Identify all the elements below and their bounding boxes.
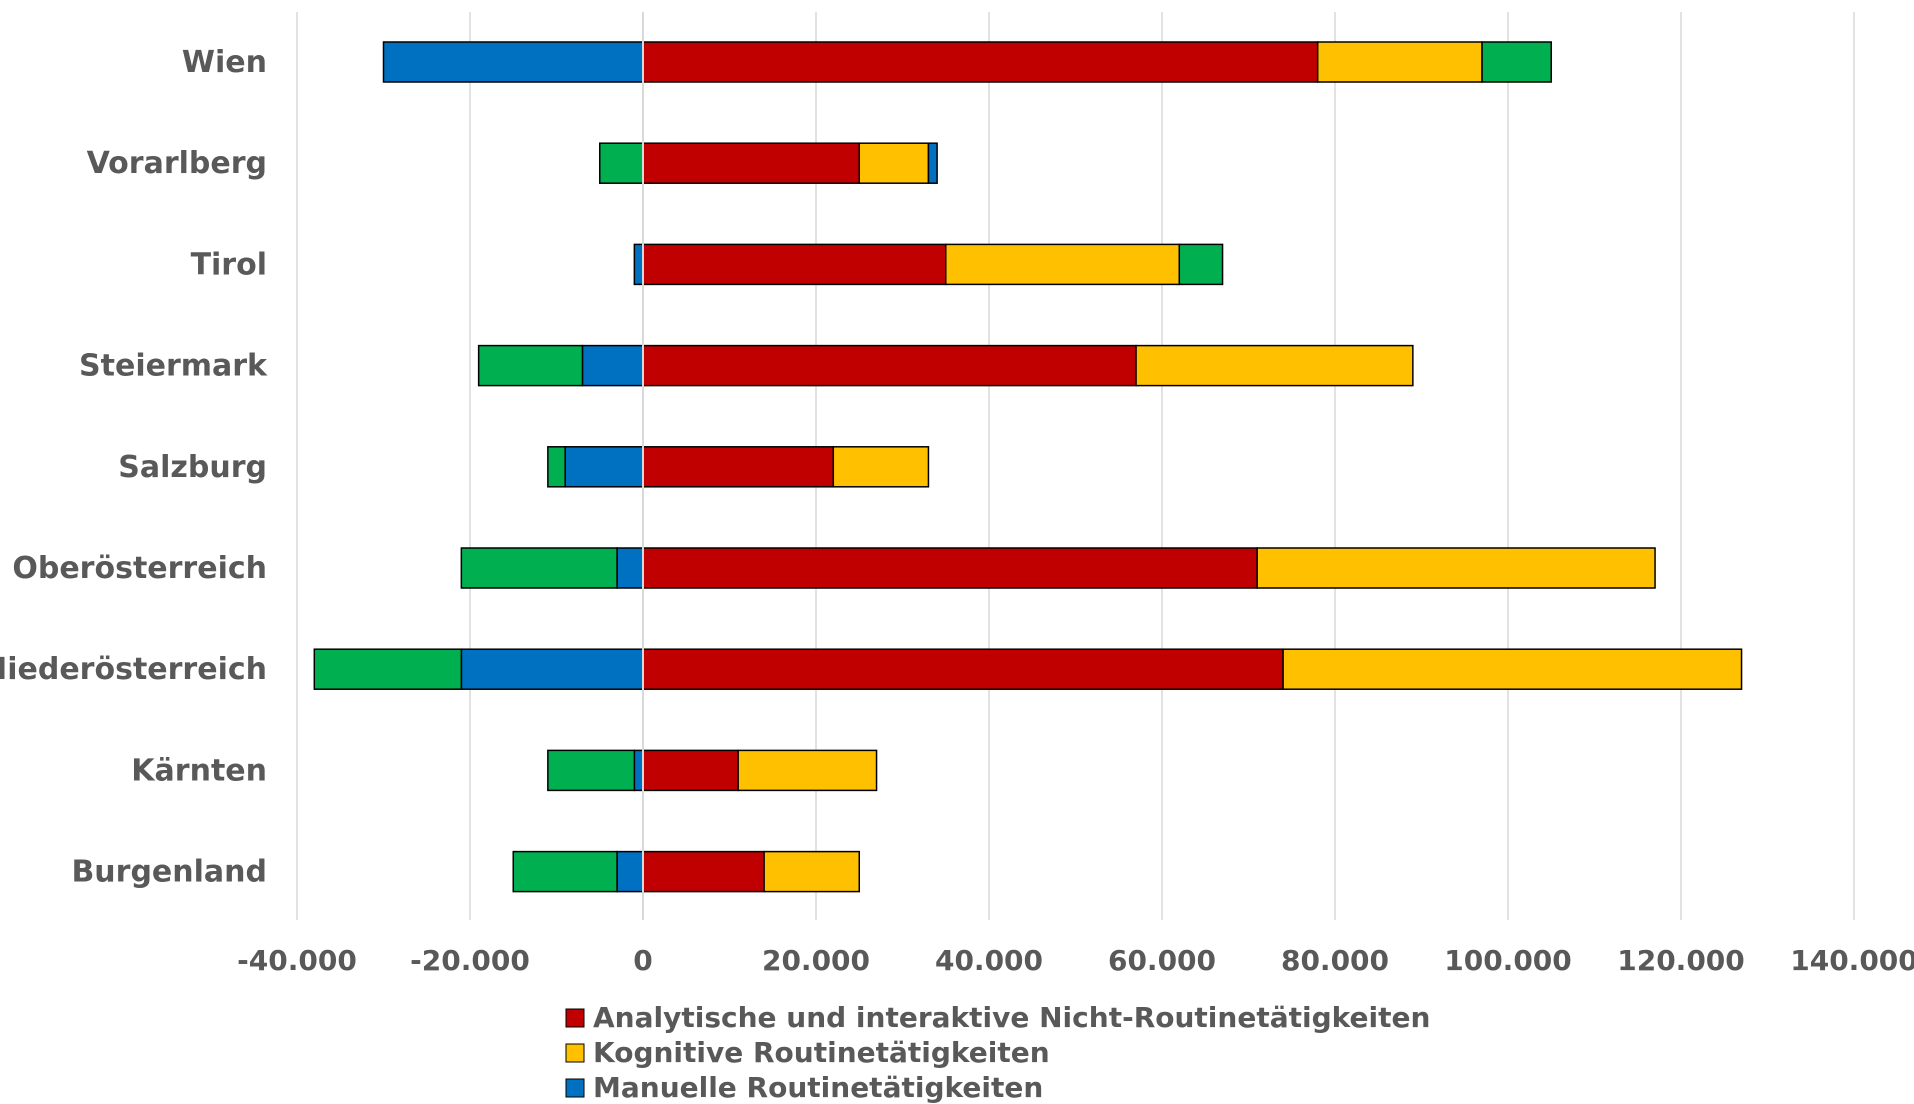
bar-Tirol-series-3 bbox=[1178, 243, 1224, 286]
bar-Niederösterreich-series-2 bbox=[460, 648, 644, 690]
bar-Tirol-series-2 bbox=[633, 243, 644, 286]
bar-Vorarlberg-series-1 bbox=[858, 142, 930, 184]
gridlines bbox=[296, 12, 1855, 920]
legend-label-2: Manuelle Routinetätigkeiten bbox=[593, 1071, 1043, 1104]
bar-Wien-series-3 bbox=[1481, 41, 1553, 83]
legend: Analytische und interaktive Nicht-Routin… bbox=[565, 1001, 1430, 1104]
legend-swatch-0 bbox=[565, 1008, 585, 1028]
bar-Salzburg-series-1 bbox=[832, 446, 930, 488]
x-tick-label-9: 140.000 bbox=[1790, 944, 1914, 977]
x-tick-label-7: 100.000 bbox=[1444, 944, 1572, 977]
x-tick-label-3: 20.000 bbox=[762, 944, 870, 977]
bar-Kärnten-series-3 bbox=[547, 749, 636, 792]
bars bbox=[313, 41, 1743, 893]
category-label-2: Tirol bbox=[191, 247, 267, 282]
bar-Tirol-series-1 bbox=[945, 243, 1181, 286]
bar-Vorarlberg-series-3 bbox=[599, 142, 644, 184]
bar-Steiermark-series-2 bbox=[581, 344, 644, 387]
bar-Tirol-series-0 bbox=[642, 243, 947, 286]
bar-Kärnten-series-2 bbox=[633, 749, 644, 792]
bar-Oberösterreich-series-0 bbox=[642, 547, 1258, 589]
x-tick-label-8: 120.000 bbox=[1617, 944, 1745, 977]
legend-label-0: Analytische und interaktive Nicht-Routin… bbox=[593, 1001, 1430, 1034]
x-tick-labels: -40.000 -20.000 0 20.000 40.000 60.000 80.000 1… bbox=[237, 944, 1914, 977]
bar-Wien-series-0 bbox=[642, 41, 1319, 83]
x-tick-label-1: -20.000 bbox=[410, 944, 530, 977]
bar-Niederösterreich-series-0 bbox=[642, 648, 1284, 690]
bar-Oberösterreich-series-2 bbox=[616, 547, 644, 589]
bar-Oberösterreich-series-3 bbox=[460, 547, 618, 589]
bar-Vorarlberg-series-2 bbox=[927, 142, 938, 184]
x-tick-label-6: 80.000 bbox=[1281, 944, 1389, 977]
bar-Burgenland-series-0 bbox=[642, 850, 765, 893]
bar-Salzburg-series-2 bbox=[564, 446, 644, 488]
bar-Vorarlberg-series-0 bbox=[642, 142, 860, 184]
x-tick-label-2: 0 bbox=[633, 944, 652, 977]
bar-Salzburg-series-3 bbox=[547, 446, 566, 488]
category-label-6: Niederösterreich bbox=[0, 652, 267, 687]
bar-Steiermark-series-3 bbox=[477, 344, 584, 387]
x-tick-label-4: 40.000 bbox=[935, 944, 1043, 977]
bar-Kärnten-series-1 bbox=[737, 749, 878, 792]
bar-Wien-series-2 bbox=[382, 41, 644, 83]
category-label-8: Burgenland bbox=[71, 855, 267, 890]
legend-swatch-1 bbox=[565, 1043, 585, 1063]
legend-label-1: Kognitive Routinetätigkeiten bbox=[593, 1036, 1050, 1069]
bar-Steiermark-series-0 bbox=[642, 344, 1137, 387]
bar-Salzburg-series-0 bbox=[642, 446, 835, 488]
category-labels: Wien Vorarlberg Tirol Steiermark Salzburg Obe… bbox=[0, 45, 268, 890]
category-label-0: Wien bbox=[182, 45, 267, 80]
bar-Oberösterreich-series-1 bbox=[1256, 547, 1656, 589]
x-tick-label-5: 60.000 bbox=[1108, 944, 1216, 977]
bar-Burgenland-series-3 bbox=[512, 850, 618, 893]
category-label-1: Vorarlberg bbox=[87, 146, 267, 181]
legend-swatch-2 bbox=[565, 1078, 585, 1098]
bar-Steiermark-series-1 bbox=[1135, 344, 1414, 387]
bar-Burgenland-series-1 bbox=[763, 850, 860, 893]
x-tick-label-0: -40.000 bbox=[237, 944, 357, 977]
bar-Burgenland-series-2 bbox=[616, 850, 644, 893]
category-label-4: Salzburg bbox=[118, 450, 267, 485]
category-label-7: Kärnten bbox=[131, 753, 267, 788]
category-label-5: Oberösterreich bbox=[12, 551, 267, 586]
bar-Niederösterreich-series-1 bbox=[1282, 648, 1743, 690]
bar-Niederösterreich-series-3 bbox=[313, 648, 463, 690]
category-label-3: Steiermark bbox=[79, 349, 268, 384]
bar-Wien-series-1 bbox=[1316, 41, 1483, 83]
bar-Kärnten-series-0 bbox=[642, 749, 739, 792]
